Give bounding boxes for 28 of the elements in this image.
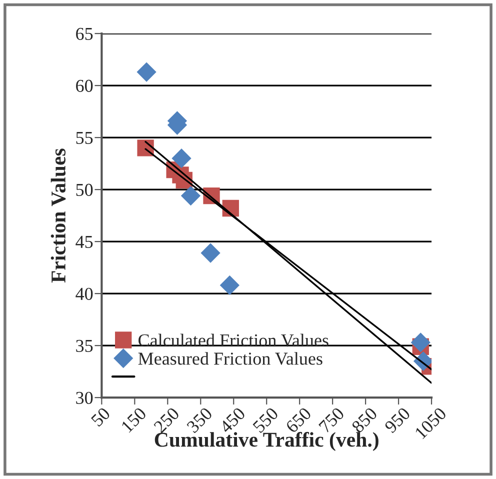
point <box>172 148 192 168</box>
point <box>220 276 240 295</box>
x-tick-label: 350 <box>186 406 213 434</box>
y-tick-label: 50 <box>76 184 93 196</box>
y-tick-label: 60 <box>76 80 93 92</box>
point <box>411 332 430 352</box>
legend-label: Measured Friction Values <box>138 352 322 365</box>
y-tick-label: 55 <box>76 132 93 144</box>
point <box>137 62 156 82</box>
point <box>200 243 220 263</box>
y-axis-title: Friction Values <box>50 148 66 283</box>
x-axis-title: Cumulative Traffic (veh.) <box>154 432 378 452</box>
x-tick-label: 850 <box>351 406 378 434</box>
x-tick-label: 950 <box>384 406 411 434</box>
x-tick-label: 50 <box>90 406 111 427</box>
y-tick-label: 35 <box>76 340 93 352</box>
x-tick-label: 750 <box>318 406 345 434</box>
y-tick-label: 65 <box>76 28 93 40</box>
legend-label: Calculated Friction Values <box>138 334 328 347</box>
x-tick-label: 150 <box>120 406 147 433</box>
y-tick-label: 40 <box>76 288 93 300</box>
y-tick-label: 30 <box>76 392 93 404</box>
x-tick-label: 550 <box>252 406 279 434</box>
x-tick-label: 1050 <box>414 406 447 440</box>
x-tick-label: 650 <box>285 406 312 434</box>
y-tick-label: 45 <box>76 236 93 248</box>
x-tick-label: 250 <box>153 406 180 434</box>
point <box>181 186 200 206</box>
